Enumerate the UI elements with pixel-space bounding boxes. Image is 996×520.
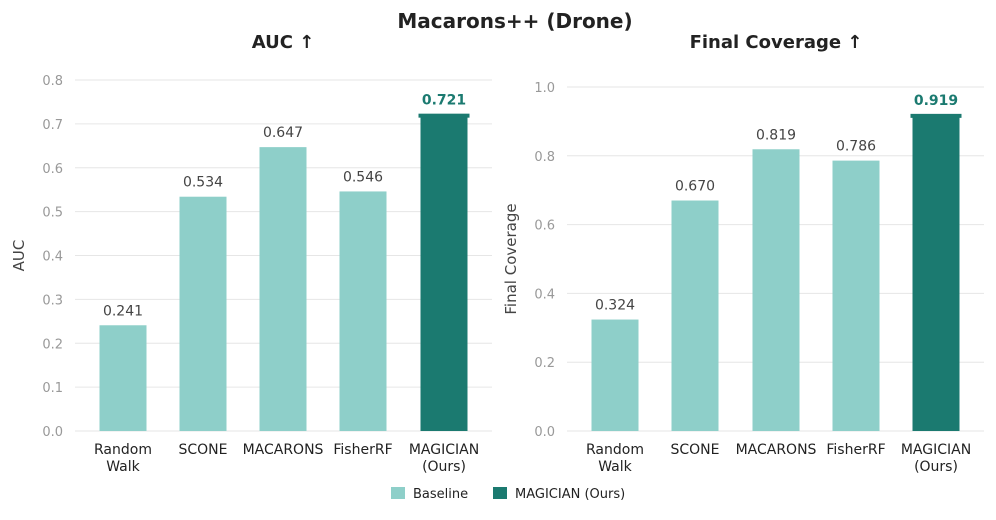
y-tick-label: 0.2	[42, 337, 63, 352]
bar-baseline	[99, 325, 147, 431]
x-tick-label: Walk	[598, 459, 632, 475]
y-tick-label: 0.7	[42, 118, 63, 133]
legend-label-baseline: Baseline	[413, 487, 468, 502]
y-tick-label: 0.8	[42, 74, 63, 89]
y-tick-label: 0.8	[534, 150, 555, 165]
bar-value-label: 0.324	[595, 298, 635, 314]
bar-baseline	[832, 160, 880, 431]
y-tick-label: 0.0	[42, 425, 63, 440]
bar-baseline	[339, 191, 387, 431]
x-tick-label: FisherRF	[826, 442, 885, 458]
chart-title: Final Coverage ↑	[690, 32, 863, 53]
x-tick-label: SCONE	[671, 442, 720, 458]
y-tick-label: 0.3	[42, 293, 63, 308]
legend-label-ours: MAGICIAN (Ours)	[515, 487, 625, 502]
chart-title: AUC ↑	[252, 32, 315, 53]
bar-value-label: 0.786	[836, 139, 876, 155]
x-tick-label: Walk	[106, 459, 140, 475]
x-tick-label: (Ours)	[914, 459, 958, 475]
bar-highlight-cap	[418, 113, 470, 118]
legend-swatch-ours	[493, 487, 507, 499]
y-tick-label: 0.2	[534, 356, 555, 371]
y-tick-label: 0.4	[42, 250, 63, 265]
bar-value-label: 0.819	[756, 127, 796, 143]
bar-baseline	[671, 200, 719, 431]
y-tick-label: 0.6	[42, 162, 63, 177]
x-tick-label: (Ours)	[422, 459, 466, 475]
y-tick-label: 0.0	[534, 425, 555, 440]
bar-value-label: 0.241	[103, 303, 143, 319]
legend-swatch-baseline	[391, 487, 405, 499]
x-tick-label: SCONE	[179, 442, 228, 458]
x-tick-label: MACARONS	[243, 442, 324, 458]
bar-baseline	[752, 149, 800, 431]
x-tick-label: FisherRF	[333, 442, 392, 458]
bar-ours	[912, 114, 960, 431]
bar-value-label: 0.721	[422, 93, 466, 109]
y-axis-label: Final Coverage	[502, 203, 520, 314]
y-tick-label: 0.6	[534, 219, 555, 234]
y-tick-label: 0.1	[42, 381, 63, 396]
x-tick-label: Random	[586, 442, 644, 458]
bar-value-label: 0.546	[343, 169, 383, 185]
bar-value-label: 0.534	[183, 175, 223, 191]
bar-baseline	[259, 147, 307, 431]
x-tick-label: MACARONS	[736, 442, 817, 458]
bar-value-label: 0.919	[914, 93, 958, 109]
bar-ours	[420, 114, 468, 431]
bar-baseline	[591, 319, 639, 431]
bar-baseline	[179, 196, 227, 431]
y-tick-label: 0.4	[534, 287, 555, 302]
bar-value-label: 0.670	[675, 179, 715, 195]
x-tick-label: MAGICIAN	[409, 442, 479, 458]
x-tick-label: MAGICIAN	[901, 442, 971, 458]
x-tick-label: Random	[94, 442, 152, 458]
y-tick-label: 1.0	[534, 81, 555, 96]
y-axis-label: AUC	[10, 240, 28, 272]
y-tick-label: 0.5	[42, 206, 63, 221]
bar-highlight-cap	[910, 113, 962, 118]
bar-value-label: 0.647	[263, 125, 303, 141]
figure-suptitle: Macarons++ (Drone)	[397, 9, 632, 33]
